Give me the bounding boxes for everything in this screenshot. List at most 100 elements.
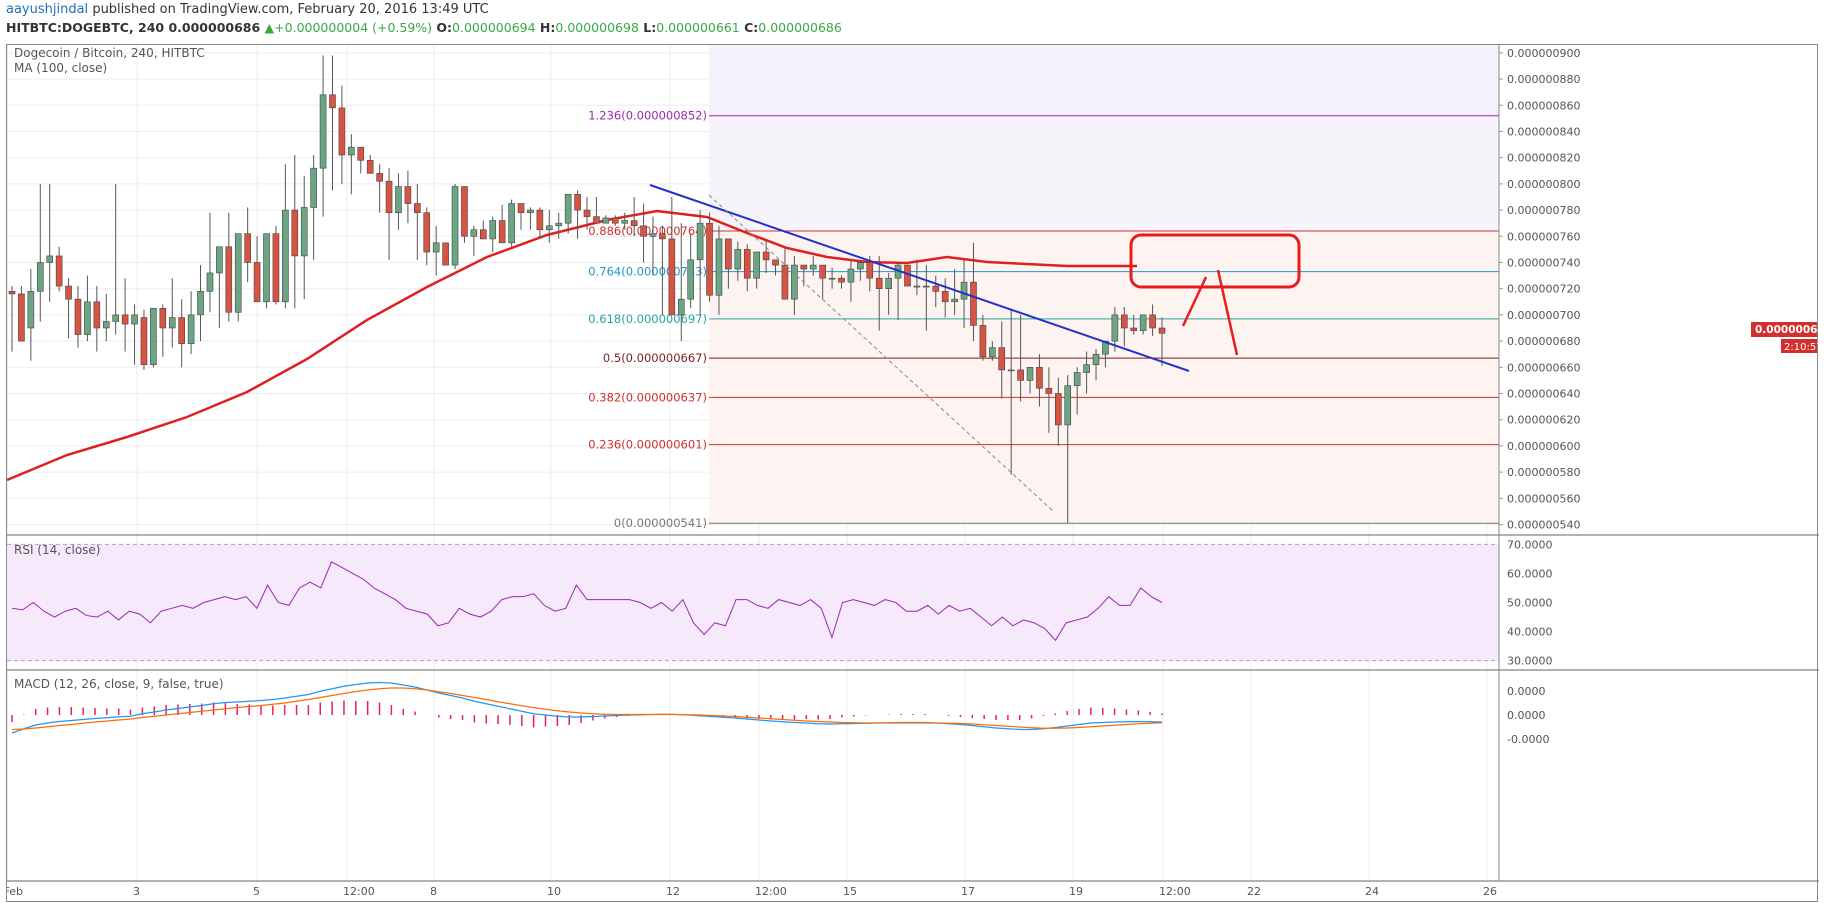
rsi-tick-label: 60.0000	[1507, 567, 1553, 580]
candle-body	[489, 220, 497, 240]
y-tick-label: 0.000000620	[1507, 414, 1580, 427]
ma-indicator-label[interactable]: MA (100, close)	[14, 61, 107, 75]
fib-retracement[interactable]: 1.236(0.000000852) 0.886(0.000000764) 0.76…	[588, 109, 1499, 530]
candle-body	[263, 233, 270, 303]
candle-body	[244, 233, 251, 263]
candle-body	[545, 225, 553, 231]
ma-100-line	[7, 209, 1137, 482]
candle-body	[753, 251, 760, 279]
x-tick-label: 12:00	[343, 885, 375, 898]
symbol-label: HITBTC:DOGEBTC, 240	[6, 20, 165, 35]
target-zone-box[interactable]	[1129, 233, 1301, 289]
change-value: +0.000000004 (+0.59%)	[274, 20, 433, 35]
high-value: 0.000000698	[555, 20, 639, 35]
candle-body	[197, 291, 204, 316]
candle-body	[93, 301, 101, 329]
candle-body	[611, 217, 619, 224]
fib-level-label: 0.618(0.000000697)	[588, 312, 707, 326]
candle-body	[979, 325, 987, 358]
candle-body	[715, 238, 723, 296]
candle-body	[55, 255, 63, 287]
fib-level-label: 0.236(0.000000601)	[588, 438, 707, 452]
y-tick-label: 0.000000800	[1507, 178, 1580, 191]
last-price-tag-text: 0.000000686	[1755, 324, 1819, 336]
candle-body	[970, 281, 977, 326]
author-link[interactable]: aayushjindal	[6, 2, 89, 17]
rsi-title[interactable]: RSI (14, close)	[14, 543, 100, 557]
candle-body	[423, 212, 431, 253]
annotation-arrow[interactable]	[1181, 276, 1208, 327]
candle-body	[206, 272, 214, 292]
candle-body	[725, 238, 732, 270]
candle-body	[461, 186, 468, 237]
candle-body	[18, 293, 25, 342]
fib-zone-1	[709, 115, 1499, 232]
candle-body	[621, 220, 629, 224]
ma-line	[7, 209, 1137, 482]
candle-body	[951, 298, 958, 303]
chart-canvas[interactable]: 1.236(0.000000852) 0.886(0.000000764) 0.76…	[7, 45, 1819, 903]
candle-body	[819, 264, 826, 279]
y-tick-label: 0.000000600	[1507, 440, 1580, 453]
candle-body	[234, 233, 242, 313]
candle-body	[743, 249, 751, 279]
candle-body	[508, 203, 515, 244]
candle-body	[36, 262, 44, 292]
y-tick-label: 0.000000700	[1507, 309, 1580, 322]
candle-body	[536, 209, 544, 231]
fib-level-label: 1.236(0.000000852)	[588, 109, 707, 123]
y-tick-label: 0.000000820	[1507, 152, 1580, 165]
rsi-tick-label: 70.0000	[1507, 538, 1553, 551]
y-tick-label: 0.000000660	[1507, 361, 1580, 374]
candle-body	[527, 209, 534, 214]
axes[interactable]: 0.0000009000.0000008800.0000008600.00000…	[7, 45, 1819, 898]
y-tick-label: 0.000000780	[1507, 204, 1580, 217]
close-value: 0.000000686	[758, 20, 842, 35]
candle-body	[555, 222, 563, 227]
candle-body	[27, 291, 35, 329]
x-tick-label: 12:00	[1159, 885, 1191, 898]
candle-body	[602, 217, 610, 224]
countdown-text: 2:10:57	[1784, 342, 1819, 353]
candle-body	[696, 222, 704, 261]
drawings[interactable]	[649, 184, 1301, 512]
macd-panel[interactable]: 0.0000 0.0000 -0.0000	[11, 681, 1549, 747]
candle-body	[451, 186, 459, 266]
annotation-arrow[interactable]	[1216, 269, 1239, 356]
close-label: C:	[744, 20, 759, 35]
fib-zone-top	[709, 45, 1499, 116]
candle-body	[414, 203, 421, 214]
rsi-panel[interactable]: 70.0000 60.0000 50.0000 40.0000 30.0000	[7, 538, 1553, 668]
candle-body	[517, 203, 525, 214]
publish-info: published on TradingView.com, February 2…	[92, 2, 489, 17]
candle-body	[385, 180, 393, 214]
candle-body	[131, 314, 138, 325]
chart-frame[interactable]: 1.236(0.000000852) 0.886(0.000000764) 0.76…	[6, 44, 1819, 903]
candle-body	[1036, 366, 1043, 389]
x-tick-label: 24	[1365, 885, 1379, 898]
y-tick-label: 0.000000640	[1507, 388, 1580, 401]
candle-body	[8, 291, 16, 295]
candle-body	[649, 233, 657, 237]
candle-body	[272, 233, 280, 303]
trendline[interactable]	[649, 184, 1190, 372]
x-tick-label: 10	[547, 885, 561, 898]
x-tick-label: Feb	[7, 885, 23, 898]
macd-title[interactable]: MACD (12, 26, close, 9, false, true)	[14, 677, 224, 691]
candle-body	[74, 298, 82, 335]
y-tick-label: 0.000000680	[1507, 335, 1580, 348]
candle-body	[1149, 314, 1156, 329]
open-value: 0.000000694	[452, 20, 536, 35]
candle-body	[159, 308, 167, 329]
candle-body	[913, 285, 921, 288]
candles	[8, 55, 1166, 524]
candle-body	[809, 264, 817, 270]
candle-body	[923, 285, 930, 288]
candle-body	[885, 277, 892, 289]
x-tick-label: 26	[1483, 885, 1497, 898]
symbol-header: HITBTC:DOGEBTC, 240 0.000000686 ▲+0.0000…	[6, 20, 842, 35]
candle-body	[998, 347, 1006, 371]
candle-body	[366, 159, 374, 174]
candle-body	[838, 277, 845, 283]
publish-header: aayushjindal published on TradingView.co…	[6, 2, 489, 17]
